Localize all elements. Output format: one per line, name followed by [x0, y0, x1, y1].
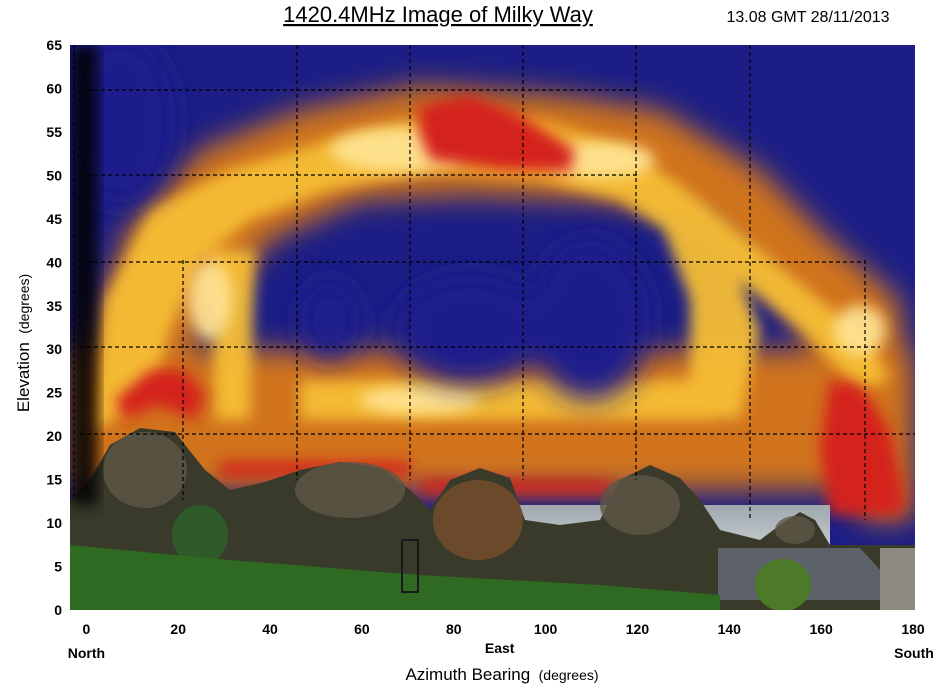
x-axis-title: Azimuth Bearing (degrees) [405, 665, 598, 684]
x-axis-label: Azimuth Bearing [405, 665, 530, 684]
shrub [755, 559, 811, 610]
y-tick-label: 5 [54, 559, 62, 575]
direction-label-north: North [68, 645, 105, 661]
heatmap-yellow-band [92, 120, 890, 430]
heatmap-plot-area [70, 45, 915, 610]
left-edge-dark-strip [70, 45, 98, 505]
y-axis-title: Elevation (degrees) [14, 274, 33, 412]
direction-label-south: South [894, 645, 934, 661]
y-tick-label: 30 [46, 341, 62, 357]
farm-building-wall [880, 548, 915, 610]
timestamp: 13.08 GMT 28/11/2013 [726, 9, 889, 26]
x-tick-label: 80 [446, 621, 462, 637]
y-tick-label: 25 [46, 385, 62, 401]
y-tick-label: 35 [46, 298, 62, 314]
y-tick-label: 60 [46, 80, 62, 96]
x-tick-label: 0 [82, 621, 90, 637]
y-tick-label: 20 [46, 428, 62, 444]
y-tick-label: 15 [46, 472, 62, 488]
radio-telescope-mast [401, 539, 419, 593]
y-tick-label: 40 [46, 254, 62, 270]
heatmap-pale-highlights [188, 128, 886, 414]
y-tick-label: 55 [46, 124, 62, 140]
x-axis-ticks: 0 20 40 60 80 100 120 140 160 180 [82, 621, 924, 637]
direction-label-east: East [485, 640, 515, 656]
direction-labels: North East South [68, 640, 934, 661]
x-tick-label: 180 [901, 621, 925, 637]
y-axis-unit: (degrees) [16, 274, 32, 334]
y-tick-label: 0 [54, 602, 62, 618]
foreground-landscape [70, 428, 915, 610]
x-tick-label: 20 [170, 621, 186, 637]
conifer-tree [172, 505, 228, 565]
autumn-tree [433, 480, 523, 560]
grid-lines [73, 45, 915, 520]
x-tick-label: 40 [262, 621, 278, 637]
x-axis-unit: (degrees) [539, 667, 599, 683]
y-tick-label: 10 [46, 515, 62, 531]
x-tick-label: 60 [354, 621, 370, 637]
x-tick-label: 160 [809, 621, 833, 637]
y-tick-label: 65 [46, 37, 62, 53]
x-tick-label: 100 [534, 621, 558, 637]
x-tick-label: 140 [718, 621, 742, 637]
tree-canopy-highlights [103, 432, 815, 544]
y-axis-ticks: 0 5 10 15 20 25 30 35 40 45 50 55 60 65 [46, 37, 62, 618]
grass-field [70, 545, 720, 610]
y-tick-label: 50 [46, 167, 62, 183]
y-axis-label: Elevation [14, 342, 33, 412]
y-tick-label: 45 [46, 211, 62, 227]
x-tick-label: 120 [626, 621, 650, 637]
chart-title: 1420.4MHz Image of Milky Way [283, 2, 593, 27]
